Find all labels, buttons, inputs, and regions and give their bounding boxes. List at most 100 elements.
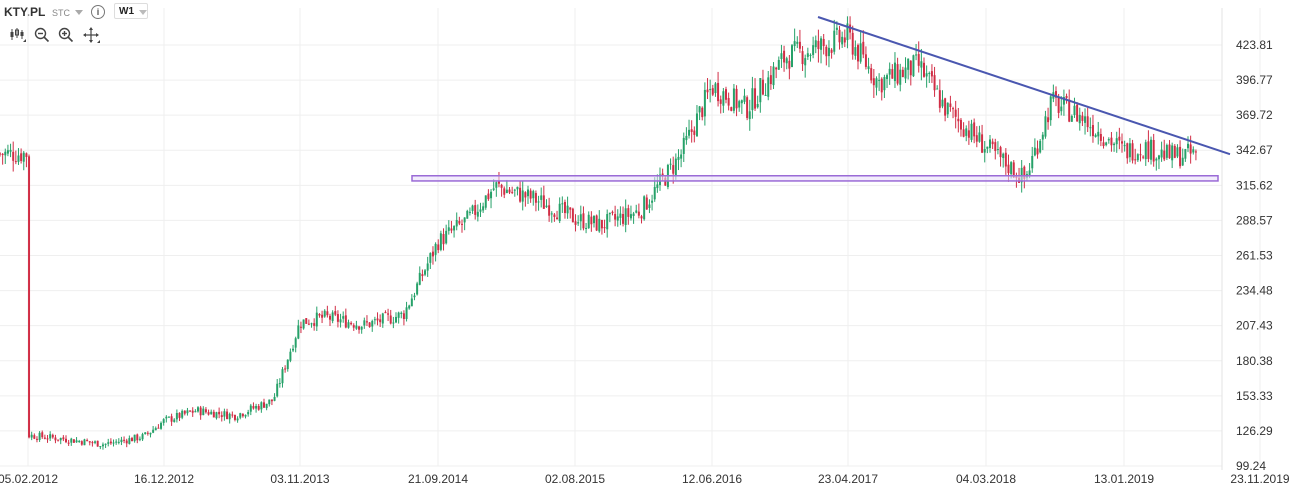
candle-body <box>614 213 617 220</box>
candle-body <box>278 383 281 385</box>
candle-body <box>608 212 611 215</box>
trendline[interactable] <box>817 16 1231 156</box>
candle-body <box>104 443 107 445</box>
price-type-dropdown-icon[interactable] <box>75 10 83 15</box>
candle-body <box>558 203 561 222</box>
support-zone[interactable] <box>411 175 1219 182</box>
candle-body <box>1142 156 1145 158</box>
candle-body <box>529 190 532 199</box>
candles-icon[interactable] <box>8 26 26 44</box>
candle-body <box>28 156 31 438</box>
candle-body <box>395 316 397 323</box>
candle-body <box>408 305 411 309</box>
candle-body <box>886 75 889 80</box>
candle-body <box>173 419 176 422</box>
candle-body <box>210 411 213 415</box>
candle-body <box>936 88 939 90</box>
candle-body <box>952 108 955 110</box>
price-type-label[interactable]: STC <box>52 8 70 18</box>
candle-body <box>342 316 345 319</box>
candle-body <box>851 32 854 55</box>
candle-body <box>453 226 456 231</box>
candle-body <box>199 407 202 416</box>
candle-body <box>1157 155 1160 160</box>
x-tick-label: 03.11.2013 <box>270 472 329 486</box>
zoom-out-icon[interactable] <box>33 26 51 44</box>
candle-body <box>619 213 622 218</box>
candle-body <box>431 251 434 257</box>
candle-body <box>65 438 67 443</box>
candle-body <box>413 295 416 298</box>
y-tick-label: 126.29 <box>1236 424 1273 438</box>
candle-body <box>804 58 807 66</box>
candle-body <box>249 405 252 412</box>
candle-body <box>682 137 685 154</box>
candle-body <box>915 54 918 56</box>
candle-body <box>1160 149 1163 158</box>
candle-body <box>1055 91 1057 98</box>
candle-body <box>746 97 749 118</box>
candle-body <box>149 432 152 435</box>
candle-body <box>400 312 403 314</box>
candle-body <box>875 78 878 88</box>
candle-body <box>912 55 915 77</box>
candle-body <box>962 129 965 137</box>
candle-body <box>1150 139 1153 160</box>
candle-body <box>505 189 508 194</box>
candle-body <box>769 75 772 85</box>
candle-body <box>519 187 522 202</box>
candle-body <box>38 432 41 440</box>
candle-body <box>294 338 297 348</box>
interval-select[interactable]: W1 <box>114 3 148 19</box>
candle-body <box>534 193 537 203</box>
candle-body <box>326 311 329 316</box>
candle-body <box>775 67 778 70</box>
candle-body <box>1039 140 1042 153</box>
candle-body <box>930 71 933 77</box>
candle-body <box>698 106 701 113</box>
zoom-in-icon[interactable] <box>57 26 75 44</box>
candle-body <box>793 41 796 47</box>
chart-grid <box>0 8 1261 470</box>
candle-body <box>595 215 598 231</box>
candle-body <box>809 54 812 56</box>
candle-body <box>833 30 836 52</box>
candle-body <box>461 223 463 225</box>
symbol-label[interactable]: KTY.PL <box>4 5 46 19</box>
crosshair-icon[interactable] <box>82 26 100 44</box>
drawings[interactable] <box>411 16 1231 182</box>
candle-body <box>674 158 677 176</box>
candle-body <box>661 173 664 177</box>
candle-body <box>228 413 231 420</box>
candle-body <box>141 434 144 440</box>
candle-body <box>1131 143 1134 161</box>
candle-body <box>331 312 334 322</box>
candle-body <box>727 97 730 106</box>
candle-body <box>231 414 234 416</box>
candle-body <box>1033 147 1036 156</box>
info-icon[interactable]: i <box>91 5 105 19</box>
candle-body <box>41 432 44 438</box>
candle-body <box>511 191 514 193</box>
candle-body <box>299 326 302 328</box>
candle-body <box>878 79 881 81</box>
candle-body <box>1168 144 1171 159</box>
candle-body <box>717 82 720 102</box>
candle-body <box>30 434 33 438</box>
candle-body <box>334 311 337 315</box>
candle-body <box>247 411 250 415</box>
candle-body <box>846 23 849 41</box>
candle-body <box>268 399 271 405</box>
candle-body <box>1105 142 1108 146</box>
candle-body <box>759 78 762 103</box>
candle-body <box>904 67 907 79</box>
candle-body <box>487 193 490 200</box>
candle-body <box>471 205 474 211</box>
candle-body <box>1113 143 1116 146</box>
candle-body <box>954 109 957 117</box>
candle-body <box>651 200 654 203</box>
candle-body <box>722 91 725 106</box>
candle-body <box>458 220 461 224</box>
candle-body <box>46 438 49 440</box>
